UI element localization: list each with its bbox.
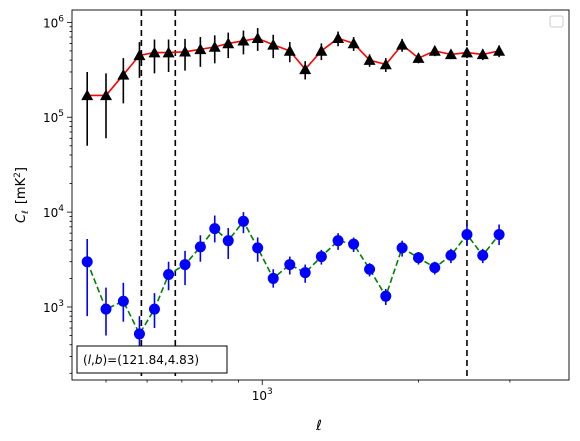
data-point: [222, 37, 235, 49]
data-point: [222, 235, 234, 247]
data-point: [461, 229, 473, 241]
data-point: [133, 328, 145, 340]
plot-frame: [71, 9, 570, 381]
plot-content: [81, 10, 506, 380]
data-point: [412, 252, 424, 264]
data-point: [493, 44, 506, 56]
data-point: [237, 34, 250, 46]
data-point: [267, 272, 279, 284]
data-point: [179, 45, 192, 57]
data-point: [396, 242, 408, 254]
data-point: [162, 46, 175, 58]
data-point: [476, 48, 489, 60]
data-point: [460, 46, 473, 58]
y-tick-label: 106: [43, 14, 64, 30]
data-point: [363, 54, 376, 65]
data-point: [179, 259, 191, 271]
data-point: [347, 37, 360, 49]
data-point: [267, 38, 280, 50]
annotation-box: [76, 345, 228, 374]
data-point: [493, 229, 505, 241]
data-point: [194, 43, 207, 55]
data-point: [299, 63, 312, 75]
data-point: [148, 46, 161, 58]
y-tick-label: 104: [43, 204, 64, 220]
data-point: [379, 58, 392, 70]
tick-labels: 103 104 105 106 103: [43, 14, 273, 403]
data-point: [332, 32, 345, 44]
data-point: [332, 235, 344, 247]
data-point: [148, 303, 160, 315]
data-point: [364, 263, 376, 275]
data-point: [117, 68, 130, 80]
data-point: [99, 89, 112, 101]
data-point: [100, 303, 112, 315]
data-point: [396, 38, 409, 50]
y-axis-label: Cℓ[mK2]: [13, 167, 31, 223]
data-point: [163, 269, 175, 281]
data-point: [429, 262, 441, 274]
data-point: [348, 238, 360, 250]
data-point: [81, 89, 94, 101]
data-point: [251, 32, 264, 44]
data-point: [194, 241, 206, 253]
data-point: [81, 256, 93, 268]
y-tick-label: 105: [43, 109, 64, 125]
data-point: [133, 49, 146, 61]
data-point: [117, 295, 129, 307]
annotation: (l,b)=(121.84,4.83): [76, 345, 228, 374]
data-point: [380, 290, 392, 302]
data-point: [412, 52, 425, 63]
data-point: [444, 48, 457, 60]
axis-ticks: [67, 21, 511, 385]
series-line: [86, 219, 500, 336]
data-point: [315, 251, 327, 263]
data-point: [208, 40, 221, 52]
y-tick-label: 103: [43, 299, 64, 315]
data-point: [283, 44, 296, 56]
series-0: [81, 28, 506, 146]
legend-box: [549, 15, 564, 28]
data-point: [237, 215, 249, 227]
data-point: [315, 44, 328, 56]
data-point: [299, 267, 311, 279]
data-point: [428, 44, 441, 56]
x-axis-label: ℓ: [315, 418, 322, 434]
annotation-text: (l,b)=(121.84,4.83): [83, 353, 199, 367]
x-tick-label: 103: [252, 387, 273, 403]
plot-area: [81, 10, 506, 380]
data-point: [252, 242, 264, 254]
data-point: [284, 259, 296, 271]
data-point: [209, 223, 221, 235]
data-point: [477, 249, 489, 261]
data-point: [445, 249, 457, 261]
